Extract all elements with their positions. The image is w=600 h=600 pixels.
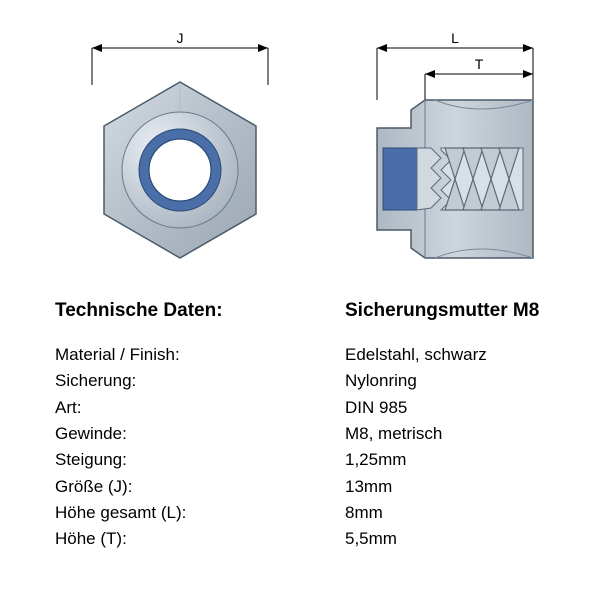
spec-value: 5,5mm xyxy=(345,526,545,552)
spec-label: Material / Finish: xyxy=(55,342,345,368)
spec-value: M8, metrisch xyxy=(345,421,545,447)
dimension-l: L xyxy=(377,30,533,100)
bore-hole xyxy=(149,139,211,201)
specs-table: Technische Daten: Material / Finish:Sich… xyxy=(55,300,545,553)
dim-label-t: T xyxy=(475,56,484,72)
spec-value: 13mm xyxy=(345,474,545,500)
spec-label: Höhe (T): xyxy=(55,526,345,552)
thread-section xyxy=(417,148,523,210)
spec-label: Höhe gesamt (L): xyxy=(55,500,345,526)
spec-value: Edelstahl, schwarz xyxy=(345,342,545,368)
spec-value: 1,25mm xyxy=(345,447,545,473)
spec-label: Größe (J): xyxy=(55,474,345,500)
nut-side-body xyxy=(377,100,533,258)
specs-labels-column: Technische Daten: Material / Finish:Sich… xyxy=(55,300,345,553)
spec-value: 8mm xyxy=(345,500,545,526)
dimension-t: T xyxy=(425,56,533,100)
spec-value: DIN 985 xyxy=(345,395,545,421)
spec-label: Art: xyxy=(55,395,345,421)
side-view-diagram: L T xyxy=(355,30,555,265)
heading-left: Technische Daten: xyxy=(55,300,345,322)
dimension-j: J xyxy=(92,30,268,85)
spec-value: Nylonring xyxy=(345,368,545,394)
dim-label-j: J xyxy=(177,30,184,46)
diagram-area: J xyxy=(0,0,600,260)
heading-right: Sicherungsmutter M8 xyxy=(345,300,545,322)
top-view-diagram: J xyxy=(80,30,280,265)
spec-label: Gewinde: xyxy=(55,421,345,447)
dim-label-l: L xyxy=(451,30,459,46)
spec-label: Steigung: xyxy=(55,447,345,473)
spec-label: Sicherung: xyxy=(55,368,345,394)
specs-values-column: Sicherungsmutter M8 Edelstahl, schwarzNy… xyxy=(345,300,545,553)
nylon-insert-side xyxy=(383,148,417,210)
